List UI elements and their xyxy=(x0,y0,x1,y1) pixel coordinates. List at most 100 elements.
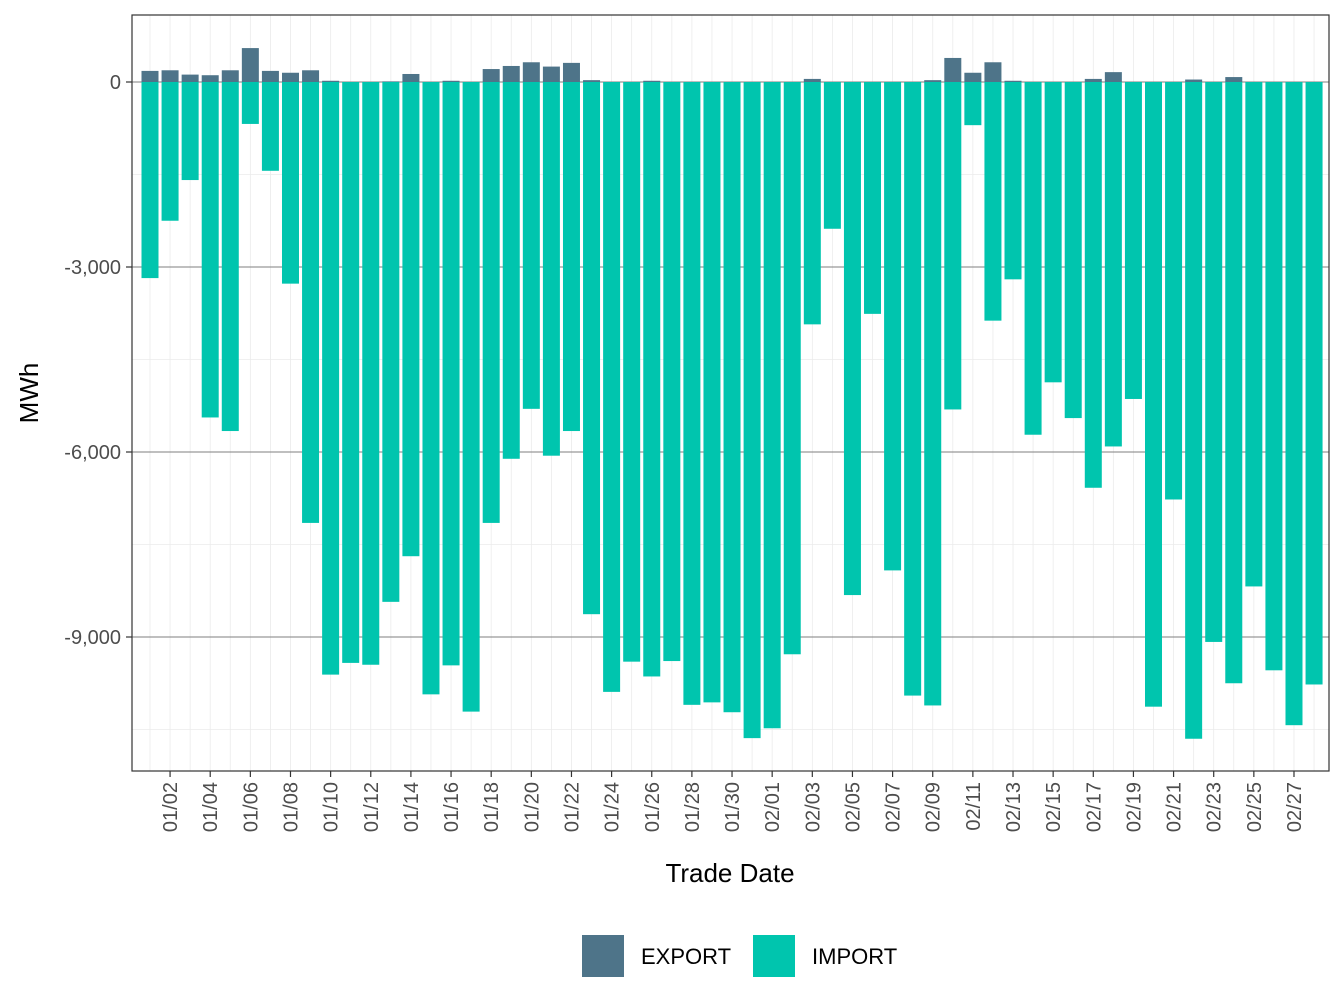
bar-export-01-19 xyxy=(502,65,520,82)
x-axis-title: Trade Date xyxy=(665,858,794,888)
legend-key-import xyxy=(753,935,795,977)
bar-import-01-04 xyxy=(201,82,219,418)
bar-import-01-22 xyxy=(562,82,580,432)
bar-import-02-08 xyxy=(904,82,922,696)
bar-export-01-05 xyxy=(221,70,239,82)
bar-export-01-14 xyxy=(402,73,420,82)
bar-export-01-18 xyxy=(482,69,500,82)
bar-export-01-08 xyxy=(281,72,299,82)
bar-import-01-16 xyxy=(442,82,460,666)
bar-export-01-10 xyxy=(322,80,340,82)
bar-import-01-13 xyxy=(382,82,400,602)
bar-import-01-20 xyxy=(522,82,540,409)
bar-import-02-16 xyxy=(1064,82,1082,419)
bar-import-02-04 xyxy=(823,82,841,229)
x-tick-label: 01/06 xyxy=(240,782,262,832)
x-axis: 01/02 01/04 01/06 01/08 01/10 01/12 01/14 01/16… xyxy=(160,771,1306,832)
x-tick-label: 01/02 xyxy=(160,782,182,832)
bar-import-01-02 xyxy=(161,82,179,221)
x-tick-label: 02/13 xyxy=(1003,782,1025,832)
x-tick-label: 02/05 xyxy=(842,782,864,832)
bar-import-02-03 xyxy=(803,82,821,325)
x-tick-label: 01/16 xyxy=(441,782,463,832)
x-tick-label: 02/01 xyxy=(762,782,784,832)
y-axis-title: MWh xyxy=(14,363,44,424)
bar-export-02-11 xyxy=(964,72,982,82)
bar-import-01-07 xyxy=(261,82,279,171)
bar-import-01-14 xyxy=(402,82,420,557)
x-tick-label: 01/26 xyxy=(642,782,664,832)
x-tick-label: 01/14 xyxy=(401,782,423,832)
y-tick-label: -9,000 xyxy=(64,627,121,649)
bar-import-02-12 xyxy=(984,82,1002,321)
x-tick-label: 01/08 xyxy=(280,782,302,832)
bar-import-02-02 xyxy=(783,82,801,655)
legend-label-import: IMPORT xyxy=(812,944,897,969)
bar-import-01-09 xyxy=(302,82,320,523)
x-tick-label: 02/03 xyxy=(802,782,824,832)
bar-import-02-28 xyxy=(1305,82,1323,685)
bar-export-01-09 xyxy=(302,70,320,82)
bar-import-01-17 xyxy=(462,82,480,712)
bar-import-02-27 xyxy=(1285,82,1303,726)
x-tick-label: 01/30 xyxy=(722,782,744,832)
bar-export-01-01 xyxy=(141,70,159,82)
bar-import-02-25 xyxy=(1245,82,1263,587)
bar-import-01-10 xyxy=(322,82,340,675)
x-tick-label: 02/11 xyxy=(963,782,985,831)
bar-import-01-25 xyxy=(623,82,641,662)
x-tick-label: 02/23 xyxy=(1204,782,1226,832)
bar-import-01-21 xyxy=(542,82,560,456)
bar-export-01-16 xyxy=(442,80,460,82)
bar-import-02-09 xyxy=(924,82,942,706)
bar-export-01-23 xyxy=(583,80,601,82)
bar-import-02-19 xyxy=(1124,82,1142,399)
y-tick-label: 0 xyxy=(110,72,121,94)
bar-import-02-17 xyxy=(1084,82,1102,488)
bar-import-01-23 xyxy=(583,82,601,615)
bar-import-01-27 xyxy=(663,82,681,662)
bar-import-01-26 xyxy=(643,82,661,677)
bar-import-01-11 xyxy=(342,82,360,663)
bar-import-01-30 xyxy=(723,82,741,713)
bar-import-01-24 xyxy=(603,82,621,692)
x-tick-label: 02/27 xyxy=(1284,782,1306,832)
legend-key-export xyxy=(582,935,624,977)
bar-import-01-03 xyxy=(181,82,199,181)
bar-export-01-21 xyxy=(542,66,560,82)
x-tick-label: 02/15 xyxy=(1043,782,1065,832)
bar-export-01-06 xyxy=(241,48,259,82)
bar-import-02-24 xyxy=(1225,82,1243,684)
legend: EXPORT IMPORT xyxy=(582,935,897,977)
x-tick-label: 01/12 xyxy=(361,782,383,832)
x-tick-label: 01/18 xyxy=(481,782,503,832)
y-tick-label: -3,000 xyxy=(64,257,121,279)
x-tick-label: 01/20 xyxy=(521,782,543,832)
bar-import-02-05 xyxy=(843,82,861,596)
bar-import-02-11 xyxy=(964,82,982,126)
bar-import-02-23 xyxy=(1205,82,1223,642)
bar-export-01-13 xyxy=(382,81,400,82)
bar-import-01-08 xyxy=(281,82,299,284)
x-tick-label: 01/22 xyxy=(561,782,583,832)
bar-import-02-14 xyxy=(1024,82,1042,435)
bar-import-01-29 xyxy=(703,82,721,703)
bar-import-01-15 xyxy=(422,82,440,695)
bar-export-02-13 xyxy=(1004,80,1022,82)
bar-import-02-10 xyxy=(944,82,962,410)
panel-border xyxy=(131,14,1330,772)
x-tick-label: 02/17 xyxy=(1083,782,1105,832)
bar-export-01-07 xyxy=(261,70,279,82)
bar-import-02-26 xyxy=(1265,82,1283,671)
legend-label-export: EXPORT xyxy=(641,944,731,969)
bar-import-02-06 xyxy=(864,82,882,314)
bar-import-02-13 xyxy=(1004,82,1022,280)
bar-import-01-01 xyxy=(141,82,159,279)
bar-export-01-03 xyxy=(181,74,199,82)
bar-import-02-22 xyxy=(1185,82,1203,739)
bar-export-01-20 xyxy=(522,62,540,82)
bar-export-01-26 xyxy=(643,80,661,82)
x-tick-label: 01/28 xyxy=(682,782,704,832)
bar-import-02-15 xyxy=(1044,82,1062,383)
